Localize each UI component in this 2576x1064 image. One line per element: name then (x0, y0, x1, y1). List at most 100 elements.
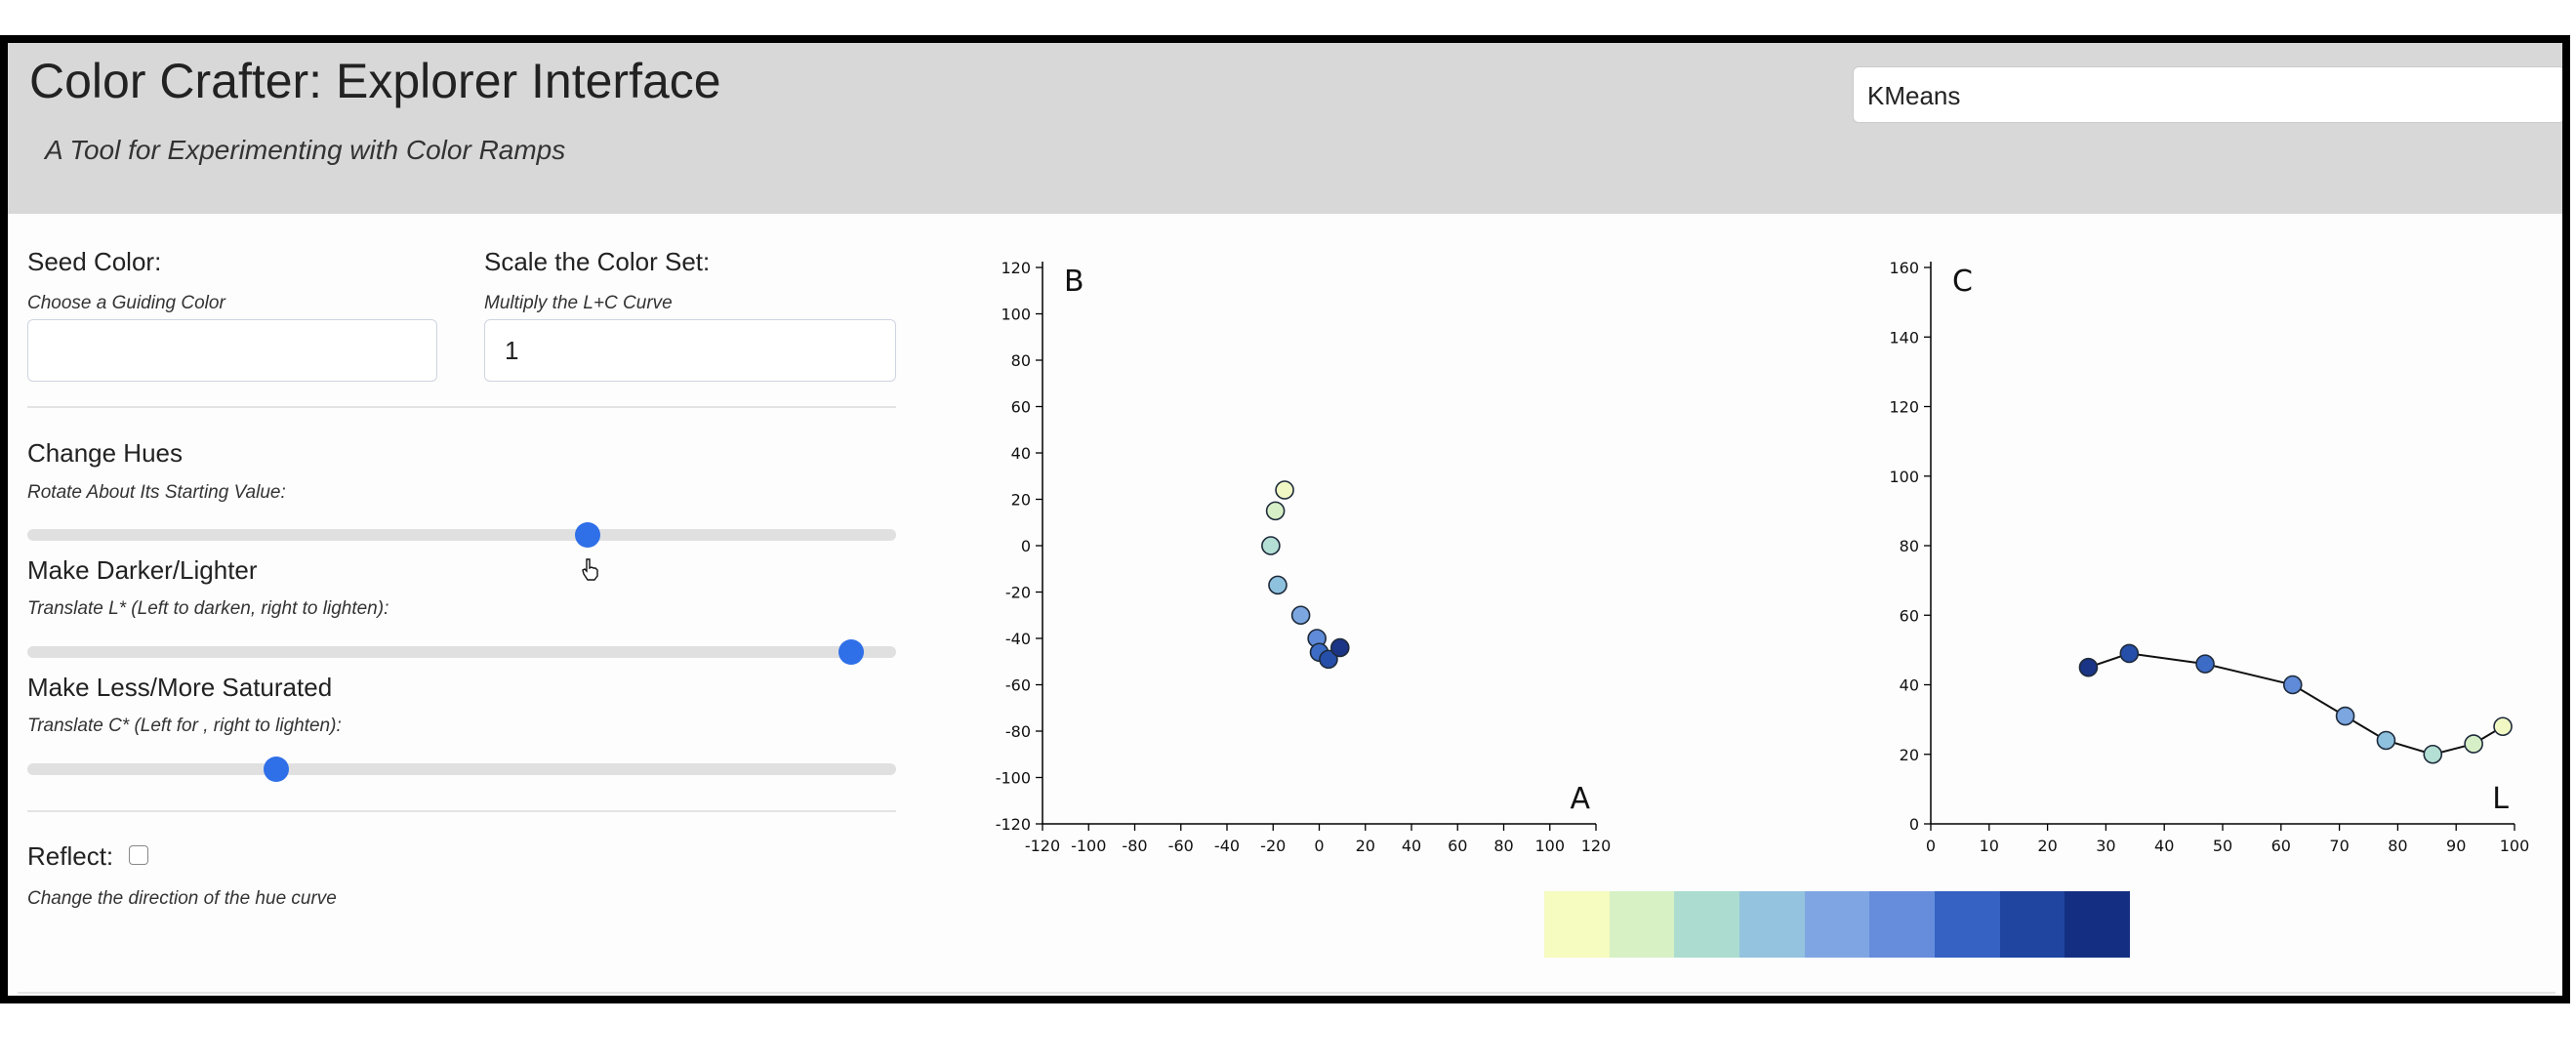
seed-color-hint: Choose a Guiding Color (27, 293, 225, 313)
x-tick-label: 30 (2096, 837, 2115, 855)
color-swatch (1999, 891, 2065, 958)
divider (27, 810, 896, 812)
algorithm-select[interactable]: KMeans (1853, 66, 2562, 123)
y-tick-label: 120 (1889, 398, 1919, 417)
color-swatch (2065, 891, 2131, 958)
y-tick-label: -120 (996, 815, 1031, 834)
saturation-slider-thumb[interactable] (264, 757, 290, 782)
x-tick-label: 10 (1980, 837, 1999, 855)
x-tick-label: 20 (1356, 837, 1375, 855)
page-title: Color Crafter: Explorer Interface (29, 54, 721, 108)
x-tick-label: 80 (2388, 837, 2407, 855)
app-frame: Color Crafter: Explorer Interface A Tool… (0, 35, 2570, 1003)
x-tick-label: 90 (2446, 837, 2466, 855)
reflect-checkbox[interactable] (129, 845, 148, 865)
data-point (1261, 536, 1281, 555)
color-swatch (1544, 891, 1610, 958)
seed-color-input[interactable] (27, 319, 437, 382)
x-tick-label: -40 (1214, 837, 1240, 855)
corner-label: L (2492, 782, 2509, 816)
reflect-label: Reflect: (27, 841, 114, 871)
data-point (1268, 575, 1288, 595)
color-swatch (1804, 891, 1870, 958)
y-tick-label: 20 (1900, 746, 1919, 764)
data-point (1329, 637, 1350, 658)
y-tick-label: -20 (1005, 584, 1031, 602)
y-tick-label: 100 (1889, 468, 1919, 486)
data-point (2195, 654, 2215, 674)
y-tick-label: 80 (1900, 537, 1919, 555)
x-tick-label: -60 (1168, 837, 1194, 855)
color-swatch (1739, 891, 1805, 958)
y-tick-label: -80 (1005, 722, 1031, 741)
reflect-hint: Change the direction of the hue curve (27, 888, 337, 909)
x-tick-label: 40 (1402, 837, 1421, 855)
x-tick-label: -80 (1122, 837, 1147, 855)
x-tick-label: -20 (1260, 837, 1286, 855)
data-point (1319, 649, 1338, 670)
color-swatch (1935, 891, 2000, 958)
color-ramp (1544, 891, 2131, 958)
scale-label: Scale the Color Set: (484, 247, 711, 276)
x-tick-label: 120 (1581, 837, 1612, 855)
y-tick-label: 100 (1001, 306, 1031, 324)
data-point (2464, 734, 2483, 754)
x-tick-label: 80 (1493, 837, 1513, 855)
seed-color-label: Seed Color: (27, 247, 162, 276)
panel-label: B (1064, 265, 1084, 299)
lightness-chroma-chart: 0 20 40 60 80 100 120 140 160 0 10 20 30 40 50 60 70 80 90… (1889, 259, 2530, 855)
x-tick-label: 0 (1314, 837, 1324, 855)
hand-cursor-icon (582, 558, 598, 581)
x-tick-label: 40 (2154, 837, 2174, 855)
y-tick-label: -100 (996, 769, 1031, 788)
data-point (2493, 716, 2513, 737)
color-swatch (1609, 891, 1675, 958)
y-tick-label: -40 (1005, 630, 1031, 648)
x-tick-label: -120 (1025, 837, 1060, 855)
color-swatch (1674, 891, 1740, 958)
scale-hint: Multiply the L+C Curve (484, 293, 673, 313)
hue-slider[interactable] (27, 522, 896, 548)
x-tick-label: 50 (2213, 837, 2232, 855)
panel-label: C (1952, 265, 1973, 299)
data-point (2335, 706, 2355, 726)
y-tick-label: -60 (1005, 676, 1031, 695)
darker-lighter-label: Make Darker/Lighter (27, 555, 258, 585)
y-tick-label: 80 (1011, 351, 1031, 370)
change-hues-label: Change Hues (27, 438, 183, 468)
data-point (1290, 605, 1311, 626)
x-tick-label: 20 (2037, 837, 2057, 855)
x-tick-label: 60 (2271, 837, 2291, 855)
hue-slider-thumb[interactable] (575, 522, 601, 548)
y-tick-label: 140 (1889, 328, 1919, 347)
y-tick-label: 60 (1900, 606, 1919, 625)
series-line (2088, 652, 2504, 756)
saturation-hint: Translate C* (Left for , right to lighte… (27, 716, 342, 736)
hue-scatter-chart: 120100806040200-20-40-60-80-100-120-120-… (996, 259, 1612, 855)
data-point (1275, 480, 1294, 500)
data-point (2376, 730, 2396, 751)
lightness-slider-thumb[interactable] (838, 639, 864, 665)
lightness-slider[interactable] (27, 639, 896, 665)
y-tick-label: 160 (1889, 259, 1919, 277)
saturation-slider[interactable] (27, 757, 896, 782)
page-subtitle: A Tool for Experimenting with Color Ramp… (45, 135, 566, 165)
scale-input[interactable] (484, 319, 896, 382)
data-point (2078, 657, 2099, 677)
y-tick-label: 0 (1021, 537, 1031, 555)
y-tick-label: 40 (1011, 444, 1031, 463)
x-tick-label: 60 (1448, 837, 1467, 855)
corner-label: A (1570, 782, 1590, 816)
y-tick-label: 120 (1001, 259, 1031, 277)
darker-lighter-hint: Translate L* (Left to darken, right to l… (27, 598, 389, 619)
y-tick-label: 60 (1011, 398, 1031, 417)
saturation-label: Make Less/More Saturated (27, 673, 333, 702)
x-tick-label: -100 (1071, 837, 1106, 855)
data-point (1265, 501, 1286, 521)
data-point (2423, 744, 2443, 764)
color-swatch (1869, 891, 1936, 958)
data-point (2119, 643, 2140, 664)
data-point (2282, 675, 2303, 695)
x-tick-label: 100 (2500, 837, 2530, 855)
x-tick-label: 100 (1534, 837, 1565, 855)
